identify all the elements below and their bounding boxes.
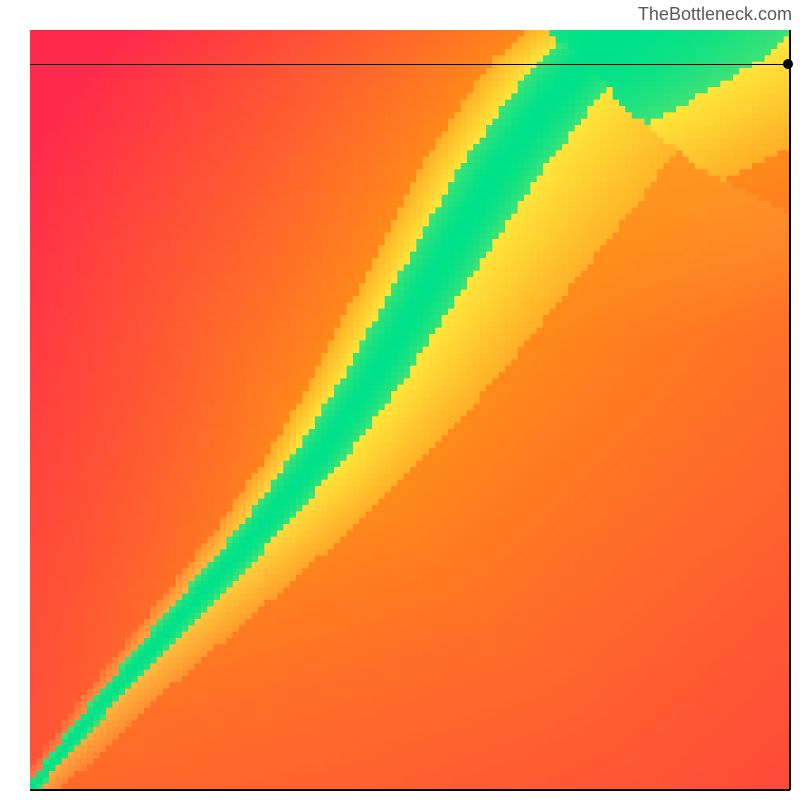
heatmap-canvas <box>30 30 790 790</box>
y-axis <box>789 30 791 790</box>
bottleneck-heatmap <box>30 30 790 790</box>
overlay-marker-dot <box>783 59 793 69</box>
watermark-text: TheBottleneck.com <box>638 4 792 25</box>
x-axis <box>30 789 790 791</box>
overlay-horizontal-line <box>30 64 790 65</box>
